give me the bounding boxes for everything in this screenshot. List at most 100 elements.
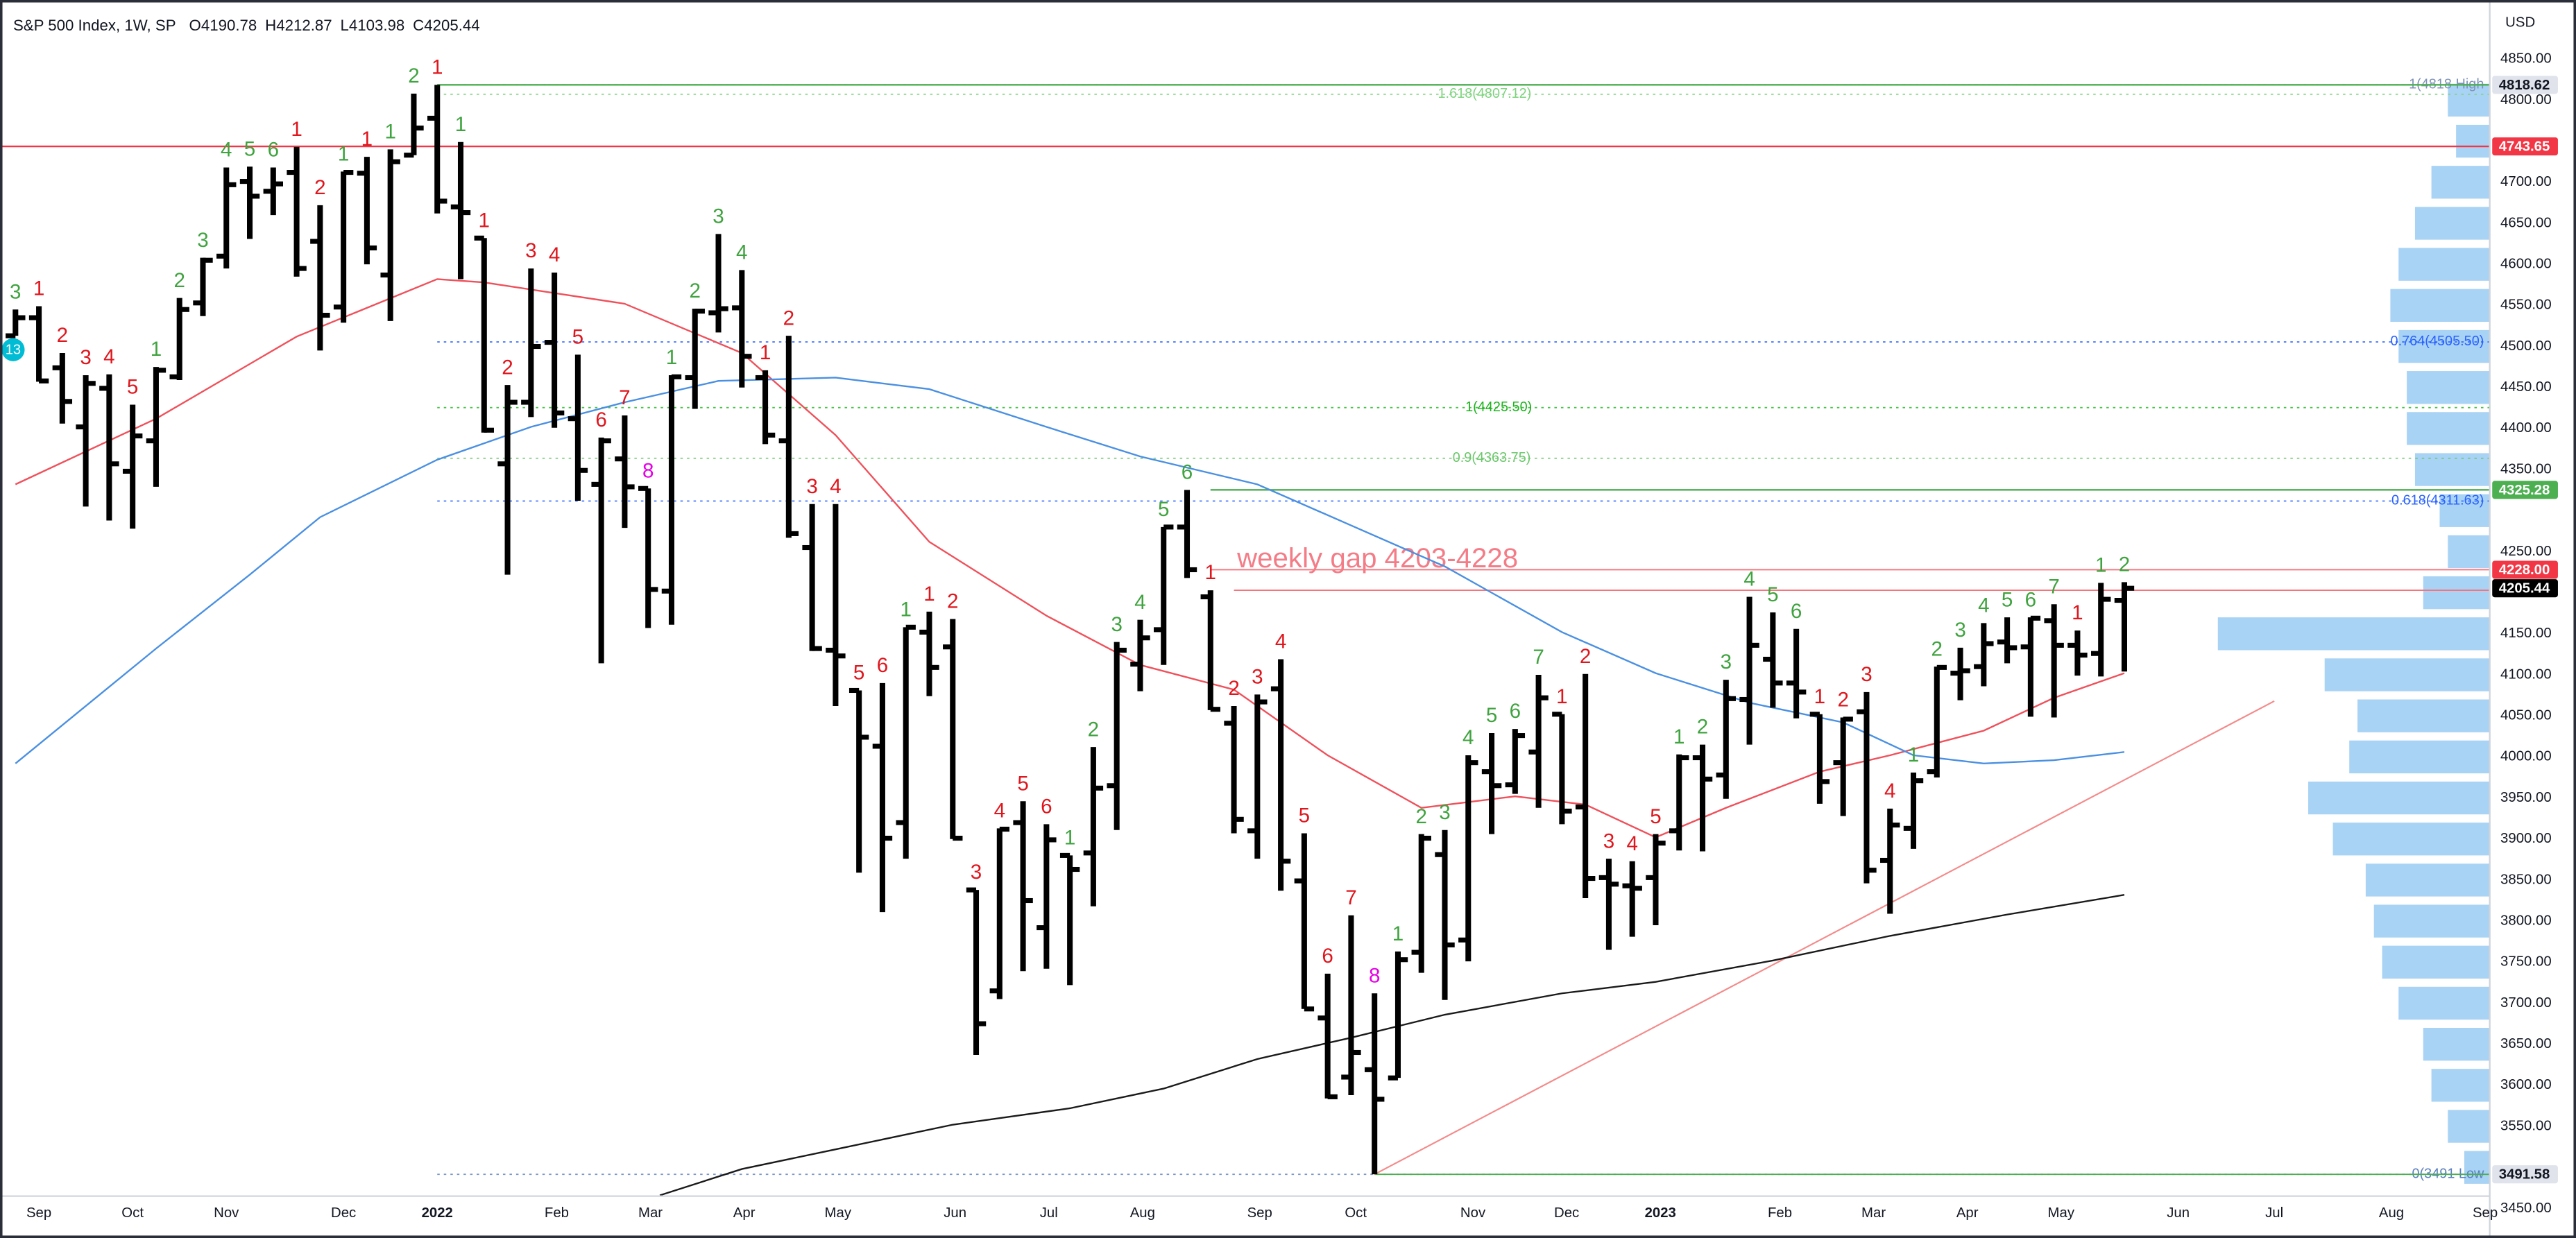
header-value: 4212.87 [276, 17, 332, 34]
y-tick-label: 4650.00 [2500, 215, 2552, 230]
x-tick-label: Feb [1768, 1205, 1792, 1221]
price-tag-label: 4743.65 [2499, 139, 2550, 155]
count-label: 4 [1134, 591, 1145, 614]
x-tick-label: Oct [1345, 1205, 1367, 1221]
x-tick-label: Jun [2167, 1205, 2190, 1221]
count-label: 5 [1650, 805, 1661, 828]
count-label: 4 [103, 345, 114, 368]
x-tick-label: Jul [2265, 1205, 2283, 1221]
y-tick-label: 4350.00 [2500, 461, 2552, 476]
y-tick-label: 3450.00 [2500, 1201, 2552, 1216]
y-tick-label: 4850.00 [2500, 51, 2552, 67]
volume-profile-bar [2431, 1069, 2489, 1102]
count-label: 2 [947, 590, 958, 613]
y-tick-label: 4150.00 [2500, 626, 2552, 641]
count-label: 1 [455, 113, 466, 136]
gap-annotation: weekly gap 4203-4228 [1236, 542, 1518, 574]
count-label: 4 [1884, 780, 1895, 802]
count-label: 2 [502, 356, 513, 379]
count-label: 2 [1837, 689, 1848, 712]
fib-label: 1.618(4807.12) [1438, 86, 1532, 101]
y-tick-label: 3950.00 [2500, 790, 2552, 805]
time-axis-bg [0, 1196, 2489, 1237]
y-tick-label: 3600.00 [2500, 1077, 2552, 1092]
y-tick-label: 4000.00 [2500, 749, 2552, 764]
y-tick-label: 3850.00 [2500, 872, 2552, 887]
x-tick-label: Sep [2473, 1205, 2498, 1221]
count-label: 5 [244, 137, 255, 160]
count-label: 2 [57, 324, 68, 347]
price-tag-label: 4205.44 [2499, 581, 2550, 596]
count-label: 5 [853, 662, 864, 685]
volume-profile-bar [2448, 535, 2489, 569]
y-tick-label: 4700.00 [2500, 174, 2552, 189]
count-label: 1 [33, 277, 44, 300]
count-label: 4 [1743, 568, 1755, 591]
count-label: 1 [760, 341, 771, 364]
count-label: 2 [690, 280, 701, 302]
count-label: 1 [923, 583, 935, 605]
count-label: 1 [1814, 685, 1825, 708]
volume-profile-bar [2423, 576, 2489, 610]
count-label: 3 [1861, 663, 1872, 686]
volume-profile-bar [2464, 1151, 2489, 1184]
volume-profile-bar [2448, 83, 2489, 117]
count-label: 1 [1064, 827, 1075, 850]
count-label: 1 [666, 346, 677, 369]
x-tick-label: May [825, 1205, 852, 1221]
count-label: 1 [1556, 685, 1567, 708]
count-label: 4 [736, 241, 747, 264]
count-label: 3 [806, 475, 817, 498]
count-label: 4 [1626, 832, 1637, 855]
price-tag-label: 4325.28 [2499, 483, 2550, 498]
volume-profile-bar [2217, 617, 2489, 651]
header-title: S&P 500 Index, 1W, SP [13, 17, 176, 34]
count-label: 3 [525, 239, 536, 262]
count-label: 6 [1791, 600, 1802, 623]
y-tick-label: 4500.00 [2500, 338, 2552, 354]
price-tag-label: 4228.00 [2499, 562, 2550, 578]
price-tag [2492, 481, 2558, 499]
count-label: 3 [1603, 829, 1614, 852]
header: S&P 500 Index, 1W, SP O4190.78 H4212.87 L41… [13, 17, 480, 34]
header-key: H [265, 17, 276, 34]
count-label: 4 [221, 139, 232, 162]
count-label: 5 [1486, 704, 1497, 727]
y-tick-label: 4600.00 [2500, 257, 2552, 272]
count-label: 6 [2025, 588, 2036, 611]
x-tick-label: Sep [26, 1205, 51, 1221]
y-tick-label: 3800.00 [2500, 913, 2552, 928]
count-label: 3 [1721, 651, 1732, 673]
count-label: 1 [291, 118, 302, 141]
count-label: 7 [1533, 646, 1544, 669]
volume-profile-bar [2431, 166, 2489, 199]
y-tick-label: 4250.00 [2500, 544, 2552, 559]
x-tick-label: Oct [121, 1205, 144, 1221]
count-label: 1 [361, 128, 373, 151]
count-label: 2 [1580, 645, 1591, 668]
count-label: 3 [713, 205, 724, 227]
count-label: 5 [1767, 583, 1778, 606]
y-tick-label: 3700.00 [2500, 995, 2552, 1011]
x-tick-label: 2022 [422, 1205, 453, 1221]
price-tag-label: 3491.58 [2499, 1167, 2550, 1183]
y-tick-label: 3750.00 [2500, 954, 2552, 970]
volume-profile-bar [2448, 1110, 2489, 1143]
y-tick-label: 3550.00 [2500, 1118, 2552, 1133]
x-tick-label: Mar [638, 1205, 663, 1221]
count-label: 4 [830, 475, 841, 498]
price-tag-label: 4818.62 [2499, 78, 2550, 93]
price-tag [2492, 560, 2558, 579]
count-label: 1 [1205, 561, 1216, 584]
y-tick-label: 3650.00 [2500, 1036, 2552, 1051]
count-label: 5 [2002, 588, 2013, 611]
count-label: 8 [1369, 964, 1380, 987]
fib-label: 0.764(4505.50) [2391, 334, 2484, 349]
count-label: 6 [1322, 945, 1333, 968]
count-label: 3 [1954, 619, 1965, 642]
y-tick-label: 4800.00 [2500, 92, 2552, 108]
count-label: 2 [173, 269, 185, 292]
count-label: 1 [151, 338, 162, 361]
